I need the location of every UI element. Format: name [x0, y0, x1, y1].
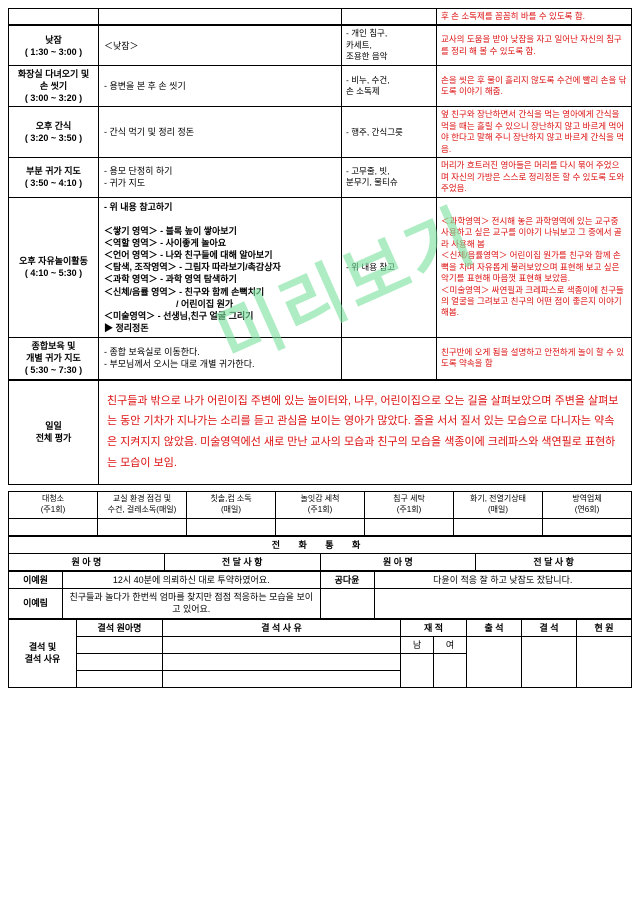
material-cell: - 행주, 간식그릇 — [342, 107, 437, 158]
cell — [434, 653, 467, 687]
material-cell: - 개인 침구, 카세트, 조용한 음악 — [342, 26, 437, 65]
cell — [522, 636, 577, 687]
cleaning-cell — [98, 518, 187, 535]
note-cell: 교사의 도움을 받아 낮잠을 자고 일어난 자신의 침구를 정리 해 볼 수 있… — [437, 26, 632, 65]
note-cell: 머리가 흐트러진 영아들은 머리를 다시 묶어 주었으며 자신의 가방은 스스로… — [437, 158, 632, 197]
phone-row: 이예림친구들과 놀다가 한번씩 엄마를 찾지만 점점 적응하는 모습을 보이고 … — [9, 589, 632, 618]
cleaning-head: 칫솔,컵 소독(매일) — [187, 492, 276, 519]
cell — [577, 636, 632, 687]
time-cell: 오후 간식 ( 3:20 ~ 3:50 ) — [9, 107, 99, 158]
time-cell: 낮잠 ( 1:30 ~ 3:00 ) — [9, 26, 99, 65]
schedule-topnote-row: 후 손 소독제를 꼼꼼히 바를 수 있도록 함. — [9, 9, 632, 25]
phone-msg: 친구들과 놀다가 한번씩 엄마를 찾지만 점점 적응하는 모습을 보이고 있어요… — [63, 589, 321, 618]
topnote: 후 손 소독제를 꼼꼼히 바를 수 있도록 함. — [437, 9, 632, 25]
cleaning-head: 교실 환경 점검 및 수건, 걸레소독(매일) — [98, 492, 187, 519]
schedule-body: 낮잠 ( 1:30 ~ 3:00 )＜낮잠＞- 개인 침구, 카세트, 조용한 … — [8, 25, 632, 379]
phone-head: 전 달 사 항 — [476, 553, 632, 570]
activity-cell: - 용변을 본 후 손 씻기 — [99, 65, 342, 106]
cleaning-head: 화기, 전열기상태(매일) — [454, 492, 543, 519]
phone-head: 원 아 명 — [320, 553, 476, 570]
material-cell: - 위 내용 참고 — [342, 197, 437, 338]
cell — [77, 670, 163, 687]
col-current: 현 원 — [577, 619, 632, 636]
schedule-row: 화장실 다녀오기 및 손 씻기 ( 3:00 ~ 3:20 )- 용변을 본 후… — [9, 65, 632, 106]
col-jaejeok: 재 적 — [401, 619, 467, 636]
attendance-table: 결석 및 결석 사유 결석 원아명 결 석 사 유 재 적 출 석 결 석 현 … — [8, 619, 632, 689]
time-cell: 부분 귀가 지도 ( 3:50 ~ 4:10 ) — [9, 158, 99, 197]
schedule-row: 부분 귀가 지도 ( 3:50 ~ 4:10 )- 용모 단정히 하기 - 귀가… — [9, 158, 632, 197]
attendance-label: 결석 및 결석 사유 — [9, 619, 77, 688]
cell — [401, 653, 434, 687]
activity-cell: - 간식 먹기 및 정리 정돈 — [99, 107, 342, 158]
material-cell: - 비누, 수건, 손 소독제 — [342, 65, 437, 106]
cell — [163, 636, 401, 653]
activity-cell: - 용모 단정히 하기 - 귀가 지도 — [99, 158, 342, 197]
cleaning-head: 방역업체(연6회) — [543, 492, 632, 519]
note-cell: 손을 씻은 후 물이 흘리지 않도록 수건에 빨리 손을 닦도록 이야기 해줌. — [437, 65, 632, 106]
note-cell: ＜과학영역＞ 전시해 놓은 과학영역에 있는 교구중 사용하고 싶은 교구를 이… — [437, 197, 632, 338]
cleaning-cell — [365, 518, 454, 535]
col-name: 결석 원아명 — [77, 619, 163, 636]
cleaning-cell — [276, 518, 365, 535]
material-cell — [342, 338, 437, 379]
phone-name — [320, 589, 374, 618]
evaluation-label: 일일 전체 평가 — [9, 380, 99, 485]
note-cell: 친구반에 오게 됨을 설명하고 안전하게 놀이 할 수 있도록 약속을 함 — [437, 338, 632, 379]
phone-row: 이예원12시 40분에 의뢰하신 대로 투약하였어요.공다윤다윤이 적응 잘 하… — [9, 572, 632, 589]
cell — [467, 636, 522, 687]
schedule-row: 오후 자유놀이활동 ( 4:10 ~ 5:30 )- 위 내용 참고하기 ＜쌓기… — [9, 197, 632, 338]
cleaning-table: 대청소(주1회)교실 환경 점검 및 수건, 걸레소독(매일)칫솔,컵 소독(매… — [8, 491, 632, 536]
cleaning-cell — [9, 518, 98, 535]
schedule-row: 낮잠 ( 1:30 ~ 3:00 )＜낮잠＞- 개인 침구, 카세트, 조용한 … — [9, 26, 632, 65]
phone-head: 원 아 명 — [9, 553, 165, 570]
cleaning-cell — [187, 518, 276, 535]
activity-cell: ＜낮잠＞ — [99, 26, 342, 65]
schedule-row: 오후 간식 ( 3:20 ~ 3:50 )- 간식 먹기 및 정리 정돈- 행주… — [9, 107, 632, 158]
cleaning-head: 놀잇감 세척(주1회) — [276, 492, 365, 519]
phone-msg: 다윤이 적응 잘 하고 낮잠도 잤답니다. — [374, 572, 632, 589]
phone-table: 전 화 통 화 원 아 명전 달 사 항원 아 명전 달 사 항 — [8, 536, 632, 571]
time-cell: 종합보육 및 개별 귀가 지도 ( 5:30 ~ 7:30 ) — [9, 338, 99, 379]
cleaning-cell — [454, 518, 543, 535]
phone-msg: 12시 40분에 의뢰하신 대로 투약하였어요. — [63, 572, 321, 589]
jaejeok-m: 남 — [401, 636, 434, 653]
cell — [77, 636, 163, 653]
phone-msg — [374, 589, 632, 618]
phone-name: 이예림 — [9, 589, 63, 618]
col-reason: 결 석 사 유 — [163, 619, 401, 636]
cell — [163, 670, 401, 687]
material-cell: - 고무줄, 빗, 분무기, 물티슈 — [342, 158, 437, 197]
cleaning-head: 침구 세탁(주1회) — [365, 492, 454, 519]
jaejeok-f: 여 — [434, 636, 467, 653]
evaluation-text: 친구들과 밖으로 나가 어린이집 주변에 있는 놀이터와, 나무, 어린이집으로… — [99, 380, 632, 485]
col-attend: 출 석 — [467, 619, 522, 636]
note-cell: 엎 친구와 장난하면서 간식을 먹는 영아에게 간식을 먹을 때는 흘릴 수 있… — [437, 107, 632, 158]
schedule-table: 후 손 소독제를 꼼꼼히 바를 수 있도록 함. — [8, 8, 632, 25]
cleaning-head: 대청소(주1회) — [9, 492, 98, 519]
cell — [77, 653, 163, 670]
time-cell: 화장실 다녀오기 및 손 씻기 ( 3:00 ~ 3:20 ) — [9, 65, 99, 106]
activity-cell: - 위 내용 참고하기 ＜쌓기 영역＞ - 블록 높이 쌓아보기 ＜역할 영역＞… — [99, 197, 342, 338]
phone-head: 전 달 사 항 — [164, 553, 320, 570]
cleaning-cell — [543, 518, 632, 535]
evaluation-table: 일일 전체 평가 친구들과 밖으로 나가 어린이집 주변에 있는 놀이터와, 나… — [8, 380, 632, 486]
activity-cell: - 종합 보육실로 이동한다. - 부모님께서 오시는 대로 개별 귀가한다. — [99, 338, 342, 379]
schedule-row: 종합보육 및 개별 귀가 지도 ( 5:30 ~ 7:30 )- 종합 보육실로… — [9, 338, 632, 379]
phone-name: 공다윤 — [320, 572, 374, 589]
phone-name: 이예원 — [9, 572, 63, 589]
phone-rows: 이예원12시 40분에 의뢰하신 대로 투약하였어요.공다윤다윤이 적응 잘 하… — [8, 571, 632, 618]
cell — [163, 653, 401, 670]
col-absent: 결 석 — [522, 619, 577, 636]
time-cell: 오후 자유놀이활동 ( 4:10 ~ 5:30 ) — [9, 197, 99, 338]
phone-title: 전 화 통 화 — [9, 536, 632, 553]
